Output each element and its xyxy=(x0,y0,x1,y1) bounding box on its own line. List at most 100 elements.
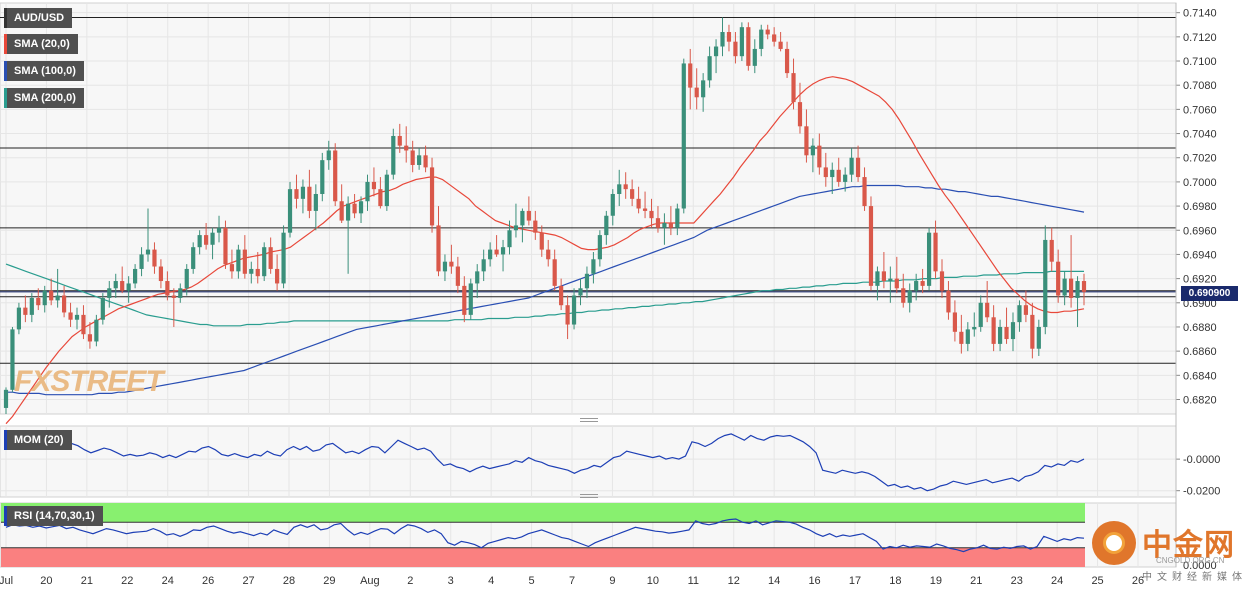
y-tick-label: 0.7040 xyxy=(1183,129,1217,141)
legend-mom[interactable]: MOM (20) xyxy=(4,430,72,450)
candle-body xyxy=(972,326,977,330)
candle-body xyxy=(300,186,306,199)
cngold-logo-domain: CNGOLD.ORG.CN xyxy=(1156,556,1225,565)
pane-splitter-2[interactable] xyxy=(580,494,598,498)
pane-splitter-1[interactable] xyxy=(580,418,598,422)
y-tick-label: 0.6960 xyxy=(1183,225,1217,237)
candle-body xyxy=(49,290,54,301)
legend-sma20[interactable]: SMA (20,0) xyxy=(4,34,78,54)
candle-body xyxy=(817,145,822,168)
candle-body xyxy=(139,254,144,269)
mom-pane xyxy=(0,425,1177,498)
legend-sma200[interactable]: SMA (200,0) xyxy=(4,88,84,108)
candle-body xyxy=(849,157,854,175)
candle-body xyxy=(681,63,686,209)
candle-body xyxy=(3,389,9,408)
legend-rsi[interactable]: RSI (14,70,30,1) xyxy=(4,506,103,526)
candle-body xyxy=(649,210,654,219)
candle-body xyxy=(946,290,951,313)
candle-body xyxy=(55,295,60,301)
x-tick-label: Aug xyxy=(360,575,380,587)
candle-body xyxy=(455,266,460,286)
x-tick-label: 18 xyxy=(889,575,901,587)
candle-body xyxy=(429,167,435,226)
candle-body xyxy=(255,268,260,277)
rsi-tick-label: 0.0000 xyxy=(1183,560,1217,572)
candle-body xyxy=(926,232,932,286)
candle-body xyxy=(784,48,790,74)
y-tick-label: 0.7140 xyxy=(1183,8,1217,20)
candle-body xyxy=(985,302,990,318)
x-tick-label: 10 xyxy=(647,575,659,587)
candle-body xyxy=(346,203,351,221)
candle-body xyxy=(120,281,125,291)
candle-body xyxy=(720,32,725,47)
y-tick-label: 0.6840 xyxy=(1183,370,1217,382)
candle-body xyxy=(87,334,93,342)
legend-rsi-label: RSI (14,70,30,1) xyxy=(14,510,95,522)
candle-body xyxy=(830,169,835,178)
candle-body xyxy=(249,268,254,274)
candle-body xyxy=(494,249,499,255)
candle-body xyxy=(939,271,945,291)
y-tick-label: 0.7000 xyxy=(1183,177,1217,189)
candle-body xyxy=(571,295,577,325)
x-tick-label: 7 xyxy=(569,575,575,587)
candle-body xyxy=(907,290,912,303)
y-tick-label: 0.6860 xyxy=(1183,346,1217,358)
candle-body xyxy=(313,193,318,211)
candle-body xyxy=(29,297,34,315)
candle-body xyxy=(894,278,899,289)
candle-body xyxy=(436,225,441,272)
candle-body xyxy=(591,259,596,274)
candle-body xyxy=(578,288,583,296)
x-tick-label: 12 xyxy=(728,575,740,587)
sma200-line xyxy=(5,263,1084,327)
y-tick-label: 0.6880 xyxy=(1183,322,1217,334)
y-tick-label: 0.7060 xyxy=(1183,104,1217,116)
candle-body xyxy=(636,198,641,209)
x-tick-label: 14 xyxy=(768,575,780,587)
x-tick-label: 17 xyxy=(849,575,861,587)
x-tick-label: 26 xyxy=(1132,575,1144,587)
x-tick-label: 27 xyxy=(242,575,254,587)
candle-body xyxy=(797,102,803,127)
candle-body xyxy=(862,177,867,207)
candle-body xyxy=(204,235,209,245)
y-tick-label: 0.6980 xyxy=(1183,201,1217,213)
candle-body xyxy=(475,271,480,284)
candle-body xyxy=(223,227,228,265)
candle-body xyxy=(726,32,732,42)
candle-body xyxy=(462,285,467,315)
candle-body xyxy=(752,48,757,66)
candle-body xyxy=(694,87,699,98)
candle-body xyxy=(326,150,331,161)
x-tick-label: 28 xyxy=(283,575,295,587)
candle-body xyxy=(688,63,693,88)
sma20-line xyxy=(5,76,1085,425)
candle-body xyxy=(371,181,377,190)
candle-body xyxy=(1062,278,1067,296)
rsi-line xyxy=(5,518,1085,553)
x-tick-label: 23 xyxy=(1011,575,1023,587)
candle-body xyxy=(662,223,667,228)
candle-body xyxy=(1075,281,1080,298)
candle-body xyxy=(352,203,357,214)
legend-symbol[interactable]: AUD/USD xyxy=(4,8,73,28)
candle-body xyxy=(914,281,919,291)
candle-body xyxy=(61,295,67,313)
candle-body xyxy=(1030,314,1035,349)
candle-body xyxy=(513,225,519,231)
y-tick-label: 0.6820 xyxy=(1183,394,1217,406)
x-tick-label: 5 xyxy=(529,575,535,587)
candle-body xyxy=(145,249,151,255)
cngold-logo: 中金网 CNGOLD.ORG.CN 中文财经新媒体 xyxy=(1092,518,1247,593)
x-tick-label: 22 xyxy=(121,575,133,587)
candle-body xyxy=(10,329,15,390)
legend-sma100[interactable]: SMA (100,0) xyxy=(4,61,84,81)
candle-body xyxy=(365,181,370,202)
candle-body xyxy=(1043,239,1048,327)
candle-body xyxy=(655,218,661,228)
candle-body xyxy=(242,249,247,274)
